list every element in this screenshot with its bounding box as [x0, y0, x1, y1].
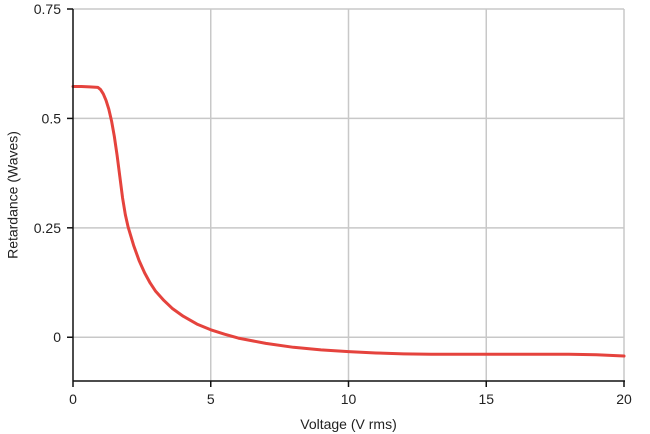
- y-tick-label: 0.75: [34, 1, 61, 17]
- x-tick-label: 15: [478, 391, 494, 407]
- grid: [73, 8, 625, 381]
- series-layer: [71, 84, 626, 358]
- y-tick-label: 0.25: [34, 220, 61, 236]
- y-tick-label: 0: [53, 329, 61, 345]
- x-tick-label: 5: [207, 391, 215, 407]
- x-tick-label: 20: [616, 391, 632, 407]
- series-line: [71, 84, 626, 358]
- y-axis-title: Retardance (Waves): [5, 131, 21, 259]
- ticks: 0 5 10 15 20 0 0.25 0.5 0.75: [34, 1, 632, 407]
- y-tick-label: 0.5: [42, 110, 62, 126]
- x-tick-label: 0: [69, 391, 77, 407]
- x-axis-title: Voltage (V rms): [300, 416, 396, 432]
- x-tick-label: 10: [341, 391, 357, 407]
